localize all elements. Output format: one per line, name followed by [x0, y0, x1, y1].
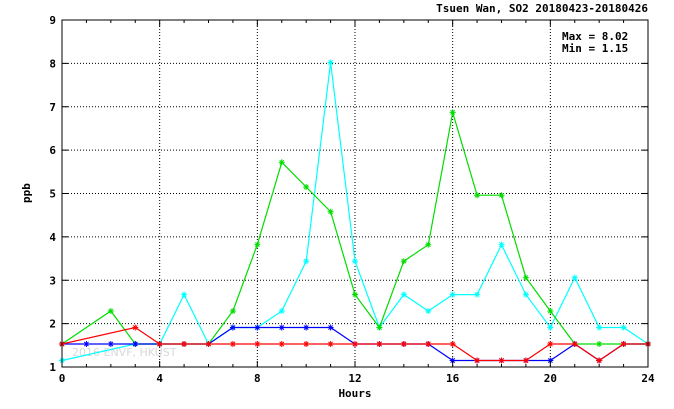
series-0-point — [474, 291, 481, 298]
series-3-point — [498, 357, 505, 364]
series-3-point — [205, 341, 212, 348]
series-1-point — [400, 258, 407, 265]
y-tick-label-6: 6 — [49, 144, 56, 157]
series-2-point — [303, 324, 310, 331]
series-1-point — [278, 159, 285, 166]
x-tick-label-16: 16 — [446, 372, 460, 385]
series-2-point — [229, 324, 236, 331]
series-3-point — [156, 341, 163, 348]
series-0-point — [425, 308, 432, 315]
series-2-point — [254, 324, 261, 331]
max-label: Max = 8.02 — [562, 30, 628, 43]
x-tick-label-0: 0 — [59, 372, 66, 385]
y-tick-label-3: 3 — [49, 274, 56, 287]
series-2-point — [278, 324, 285, 331]
series-1-point — [327, 208, 334, 215]
y-tick-label-5: 5 — [49, 188, 56, 201]
series-1-point — [449, 109, 456, 116]
series-3-point — [132, 324, 139, 331]
series-0-point — [278, 308, 285, 315]
series-1-point — [498, 192, 505, 199]
chart-title: Tsuen Wan, SO2 20180423-20180426 — [436, 2, 648, 15]
y-axis-label: ppb — [20, 183, 33, 203]
series-0-point — [571, 274, 578, 281]
series-3-point — [547, 341, 554, 348]
series-3-point — [181, 341, 188, 348]
series-3-point — [620, 341, 627, 348]
series-1-point — [229, 308, 236, 315]
y-tick-label-1: 1 — [49, 361, 56, 374]
series-0-point — [352, 258, 358, 265]
y-tick-label-2: 2 — [49, 318, 56, 331]
series-2-point — [132, 341, 139, 348]
series-2-point — [107, 341, 114, 348]
series-1-point — [352, 291, 358, 298]
series-3-point — [596, 357, 603, 364]
series-2-point — [449, 357, 456, 364]
series-0-point — [400, 291, 407, 298]
series-0-point — [449, 291, 456, 298]
x-tick-label-20: 20 — [544, 372, 557, 385]
series-3-point — [229, 341, 236, 348]
grid — [62, 20, 648, 367]
series-0-point — [620, 324, 627, 331]
x-tick-label-8: 8 — [254, 372, 261, 385]
series-3-point — [522, 357, 529, 364]
series-0-point — [303, 258, 310, 265]
series-3-point — [571, 341, 578, 348]
series-1-point — [547, 308, 554, 315]
series-1-point — [425, 241, 432, 248]
series-1-point — [474, 192, 481, 199]
series-3-point — [449, 341, 456, 348]
series-0-point — [547, 324, 554, 331]
series-2-point — [327, 324, 334, 331]
x-tick-label-24: 24 — [641, 372, 655, 385]
x-axis-label: Hours — [338, 387, 371, 400]
series-2-point — [547, 357, 554, 364]
series-3-point — [278, 341, 285, 348]
y-tick-label-7: 7 — [49, 101, 56, 114]
series-0-point — [522, 291, 529, 298]
y-tick-label-8: 8 — [49, 57, 56, 70]
x-tick-label-12: 12 — [348, 372, 361, 385]
watermark: 2016 ENVF, HKUST — [72, 346, 177, 359]
series-3-point — [352, 341, 358, 348]
x-tick-label-4: 4 — [156, 372, 163, 385]
series-3-point — [376, 341, 383, 348]
series-3-point — [400, 341, 407, 348]
series-3-point — [254, 341, 261, 348]
min-label: Min = 1.15 — [562, 42, 628, 55]
series-3 — [59, 324, 651, 364]
y-tick-label-4: 4 — [49, 231, 56, 244]
series-layer — [59, 59, 651, 364]
series-1-point — [107, 308, 114, 315]
series-3-point — [303, 341, 310, 348]
series-1-point — [596, 341, 603, 348]
series-2-point — [83, 341, 90, 348]
series-1-point — [303, 183, 310, 190]
y-tick-label-9: 9 — [49, 14, 56, 27]
series-1-point — [522, 274, 529, 281]
series-1-point — [376, 324, 383, 331]
series-0-point — [181, 291, 188, 298]
series-3-point — [425, 341, 432, 348]
series-3-point — [474, 357, 481, 364]
series-3-point — [327, 341, 334, 348]
series-0-point — [596, 324, 603, 331]
series-1-line — [61, 112, 648, 345]
series-0-point — [327, 59, 334, 66]
series-1-point — [254, 241, 261, 248]
series-0-point — [498, 241, 505, 248]
